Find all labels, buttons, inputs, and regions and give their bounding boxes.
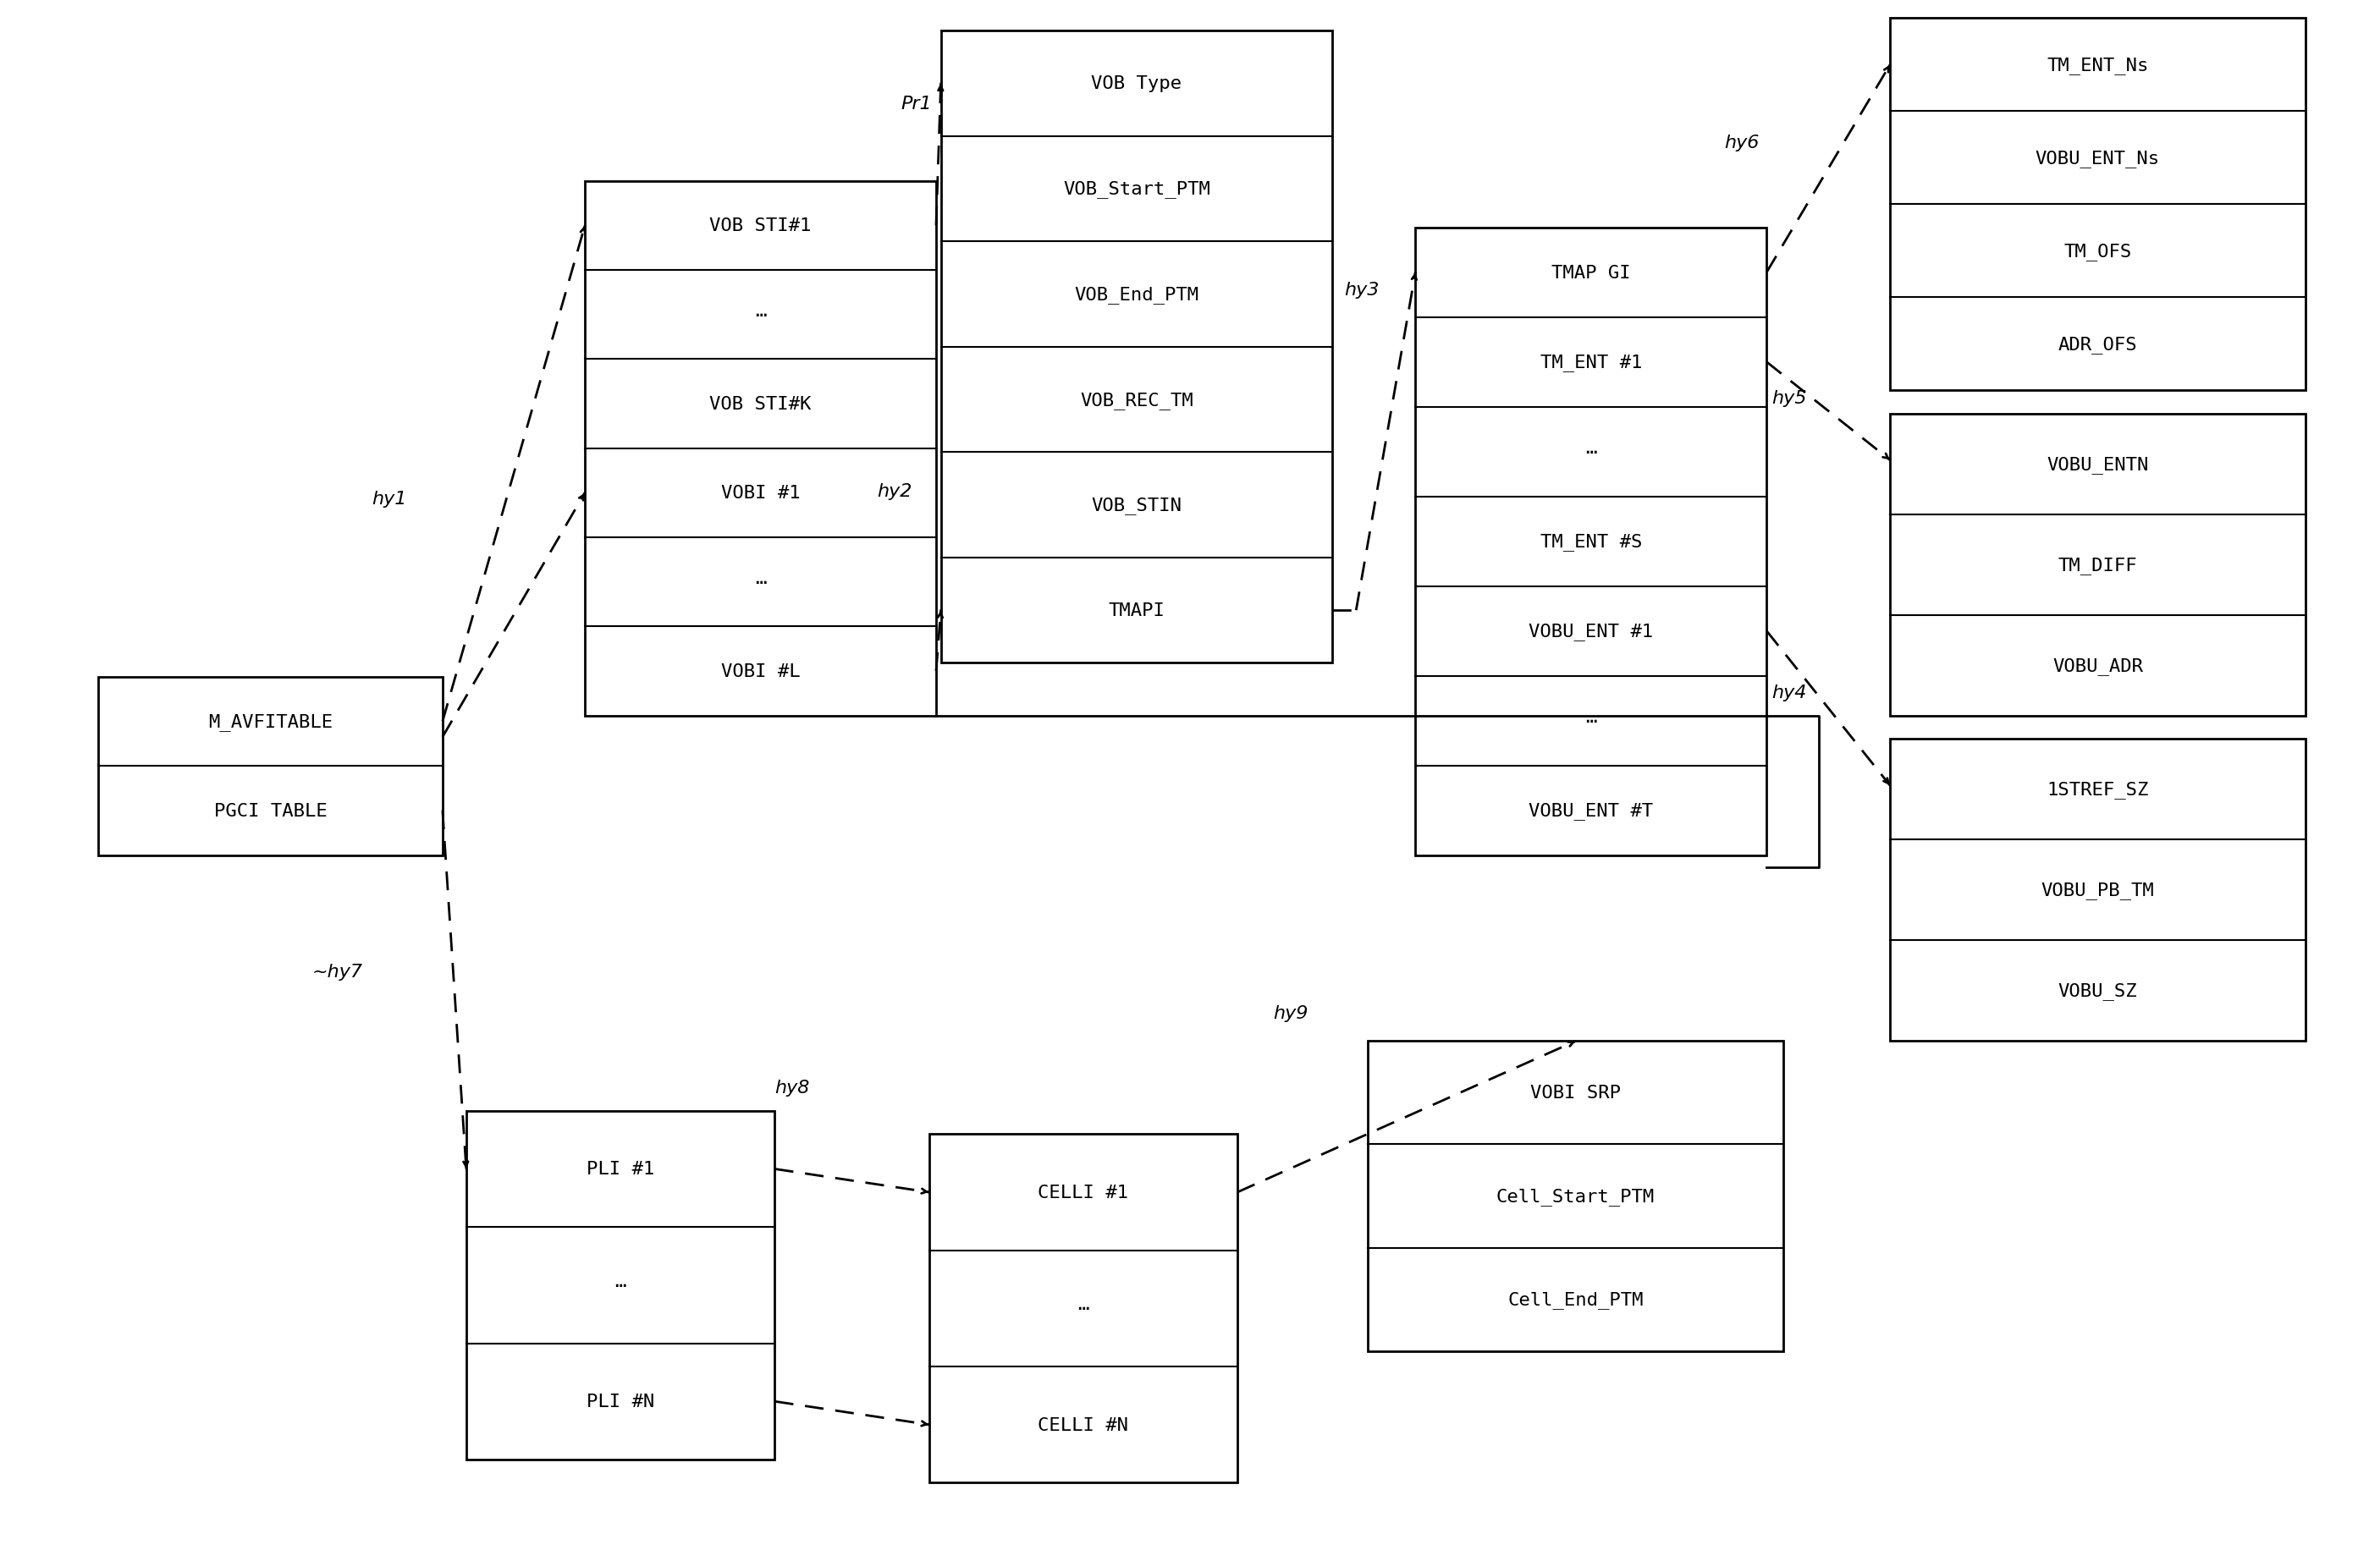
Text: hy4: hy4 [1771,685,1806,702]
Text: TMAPI: TMAPI [1109,602,1164,619]
Text: 1STREF_SZ: 1STREF_SZ [2047,781,2149,798]
Text: Cell_Start_PTM: Cell_Start_PTM [1497,1187,1654,1204]
Text: hy9: hy9 [1273,1005,1309,1022]
Text: VOBU_ENT #1: VOBU_ENT #1 [1528,622,1654,640]
Text: TM_ENT #1: TM_ENT #1 [1540,353,1642,372]
Text: M_AVFITABLE: M_AVFITABLE [207,713,333,731]
Bar [1890,19,2306,391]
Text: Pr1: Pr1 [900,96,931,112]
Text: hy2: hy2 [876,482,912,499]
Text: ⋯: ⋯ [1078,1301,1090,1316]
Text: hy6: hy6 [1723,134,1759,151]
Text: VOBI SRP: VOBI SRP [1530,1085,1621,1102]
Bar [928,1134,1238,1483]
Text: VOB STI#K: VOB STI#K [709,395,812,412]
Text: ADR_OFS: ADR_OFS [2059,336,2137,353]
Text: VOB_End_PTM: VOB_End_PTM [1073,286,1200,303]
Bar [1368,1041,1783,1351]
Bar [940,31,1333,663]
Text: ~hy7: ~hy7 [312,963,362,980]
Bar [98,677,443,856]
Text: PLI #N: PLI #N [585,1393,655,1410]
Text: hy1: hy1 [371,490,407,507]
Text: CELLI #1: CELLI #1 [1038,1184,1128,1201]
Bar [466,1111,776,1460]
Text: TM_DIFF: TM_DIFF [2059,555,2137,574]
Text: VOB Type: VOB Type [1092,76,1183,92]
Text: Cell_End_PTM: Cell_End_PTM [1507,1290,1645,1309]
Text: VOBU_ENT_Ns: VOBU_ENT_Ns [2035,149,2161,168]
Bar [1890,414,2306,716]
Bar [1890,739,2306,1041]
Text: VOB_Start_PTM: VOB_Start_PTM [1064,180,1209,198]
Text: ⋯: ⋯ [614,1277,626,1293]
Text: ⋯: ⋯ [754,574,766,591]
Text: TM_ENT #S: TM_ENT #S [1540,534,1642,551]
Text: TM_ENT_Ns: TM_ENT_Ns [2047,56,2149,75]
Text: VOB_REC_TM: VOB_REC_TM [1081,391,1192,409]
Text: CELLI #N: CELLI #N [1038,1416,1128,1433]
Text: VOBU_ENTN: VOBU_ENTN [2047,456,2149,473]
Text: TMAP GI: TMAP GI [1552,265,1630,282]
Text: PLI #1: PLI #1 [585,1161,655,1178]
Text: VOBU_ENT #T: VOBU_ENT #T [1528,801,1654,820]
Text: VOB STI#1: VOB STI#1 [709,218,812,235]
Text: VOBU_SZ: VOBU_SZ [2059,982,2137,1001]
Bar [1416,229,1766,856]
Text: VOB_STIN: VOB_STIN [1092,496,1183,513]
Text: VOBI #L: VOBI #L [721,663,800,680]
Text: VOBU_ADR: VOBU_ADR [2052,657,2142,675]
Text: hy8: hy8 [776,1080,809,1097]
Text: TM_OFS: TM_OFS [2063,243,2132,260]
Text: PGCI TABLE: PGCI TABLE [214,803,326,820]
Text: hy3: hy3 [1345,282,1380,299]
Text: hy5: hy5 [1771,391,1806,408]
Text: ⋯: ⋯ [754,307,766,324]
Bar [585,182,935,716]
Text: ⋯: ⋯ [1585,443,1597,461]
Text: ⋯: ⋯ [1585,713,1597,730]
Text: VOBI #1: VOBI #1 [721,485,800,503]
Text: VOBU_PB_TM: VOBU_PB_TM [2042,881,2154,899]
